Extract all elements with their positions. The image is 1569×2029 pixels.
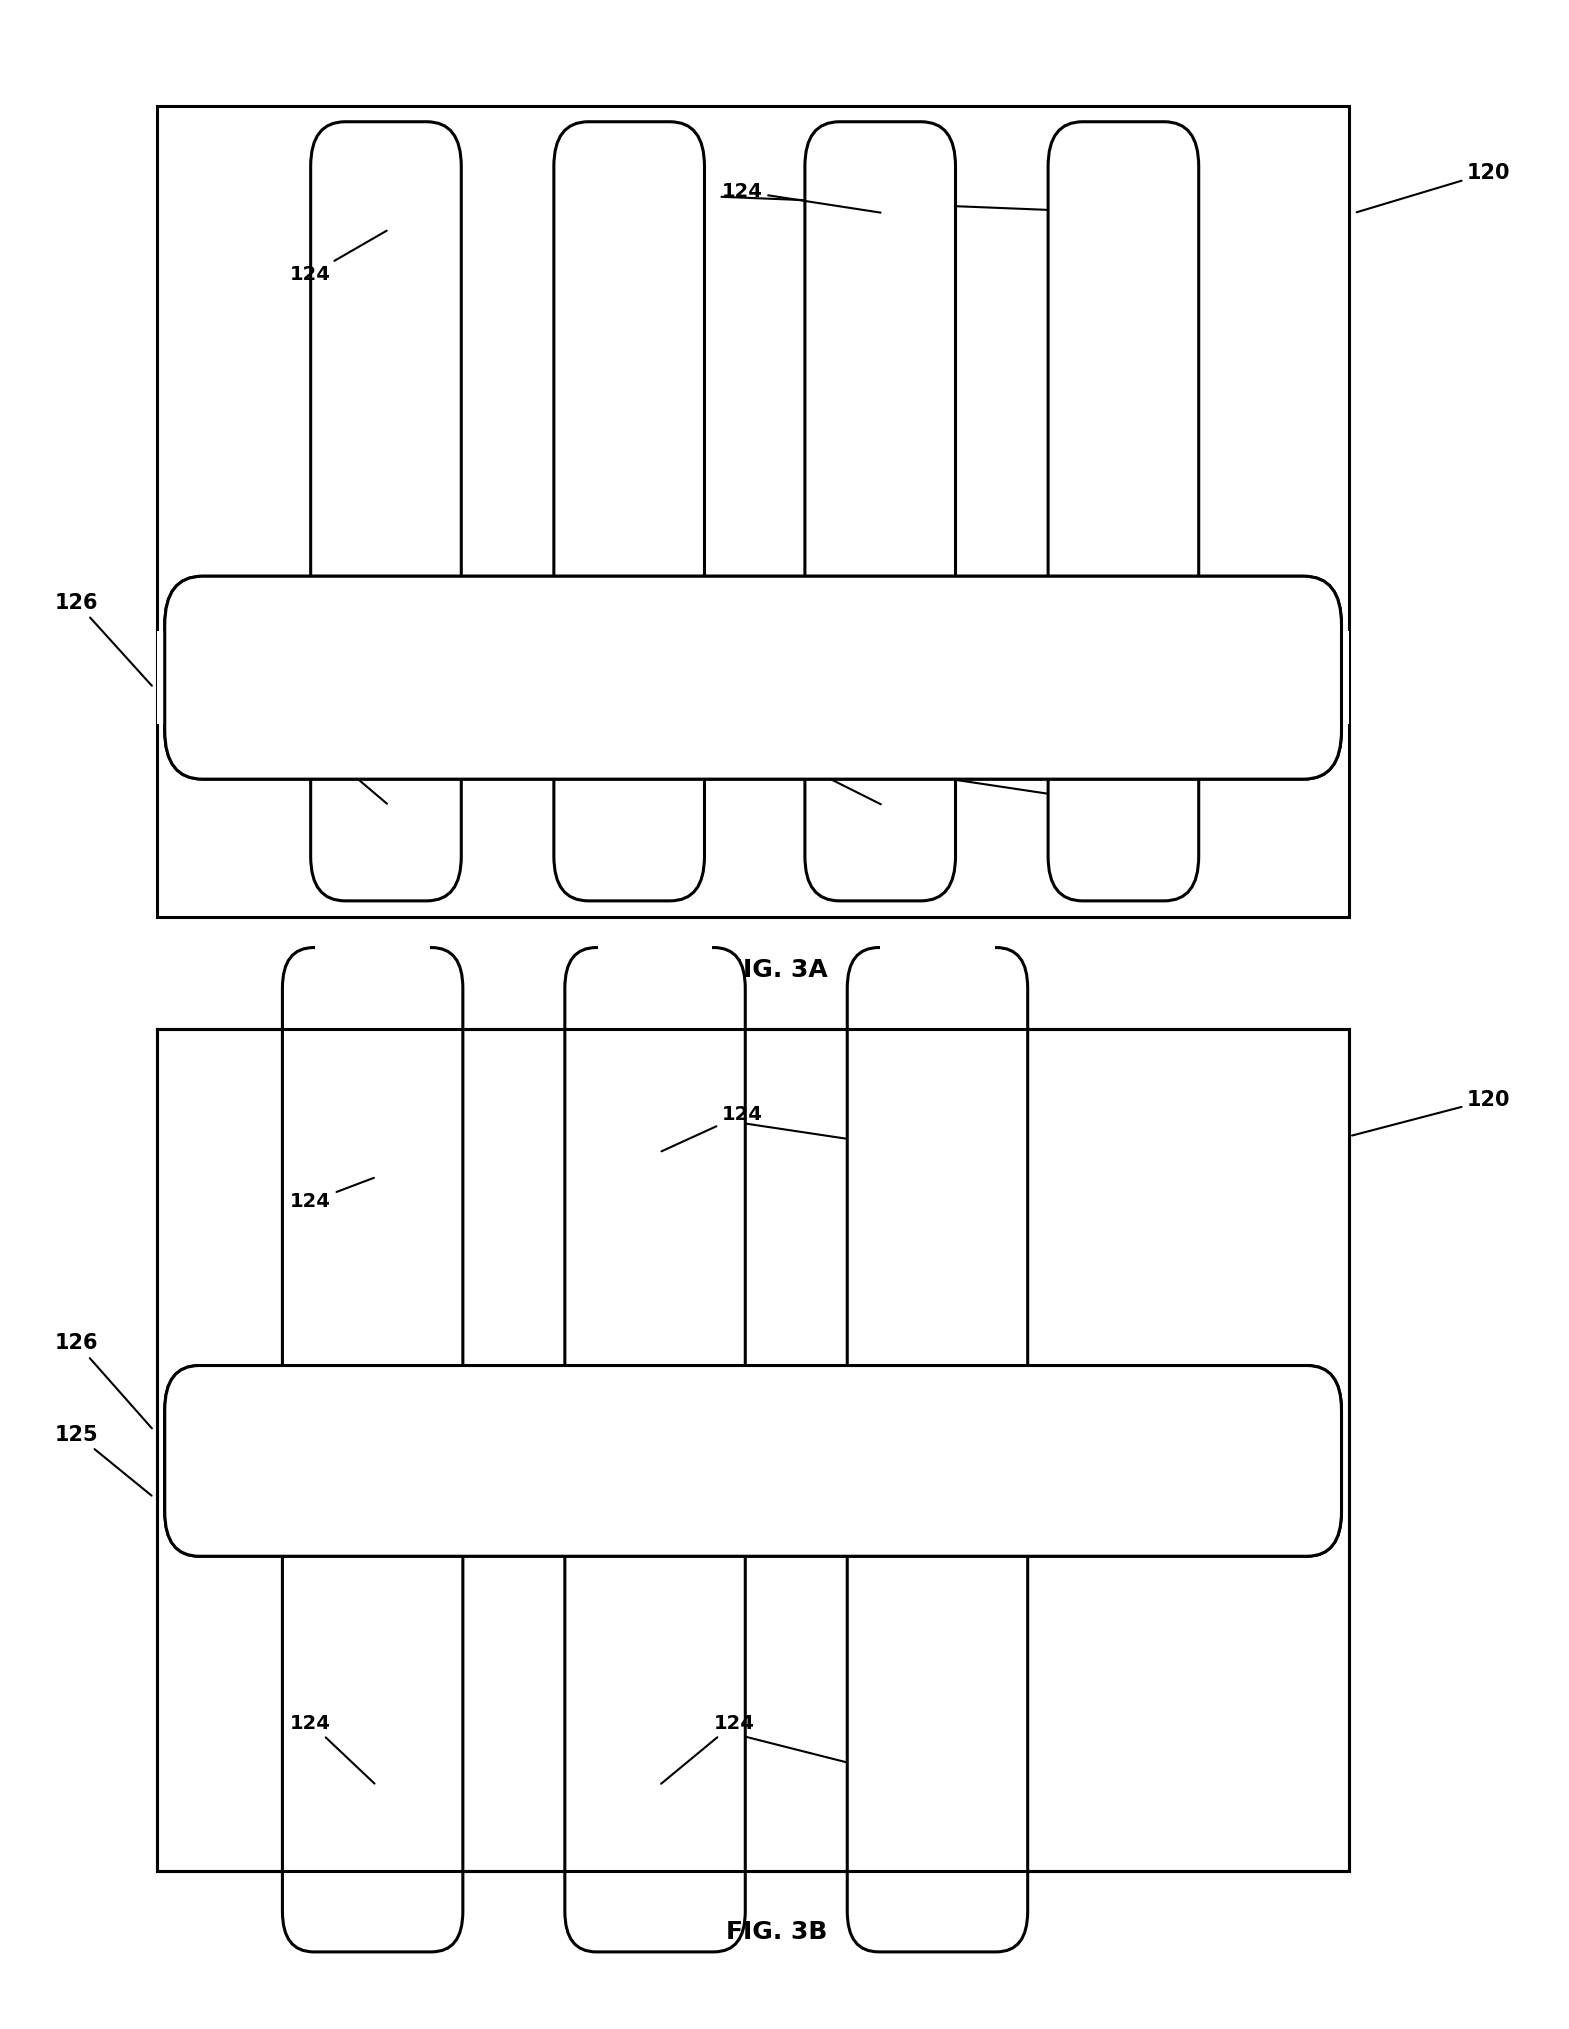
FancyBboxPatch shape — [165, 576, 1341, 779]
FancyBboxPatch shape — [805, 122, 956, 621]
Text: 120: 120 — [1357, 162, 1511, 213]
FancyBboxPatch shape — [165, 576, 1341, 779]
Bar — [157, 631, 1349, 724]
Bar — [157, 1029, 1349, 1871]
Bar — [157, 106, 1349, 917]
Text: 126: 126 — [55, 592, 152, 686]
FancyBboxPatch shape — [805, 734, 956, 901]
Bar — [315, 1850, 430, 1932]
FancyBboxPatch shape — [1048, 122, 1199, 621]
FancyBboxPatch shape — [311, 734, 461, 901]
Text: FIG. 3B: FIG. 3B — [726, 1919, 827, 1944]
Text: 125: 125 — [55, 1424, 152, 1495]
Bar — [598, 1850, 712, 1932]
Text: 124: 124 — [290, 1715, 375, 1783]
FancyBboxPatch shape — [847, 948, 1028, 1441]
FancyBboxPatch shape — [847, 1481, 1028, 1952]
Text: 126: 126 — [55, 1333, 152, 1428]
FancyBboxPatch shape — [165, 1366, 1341, 1556]
FancyBboxPatch shape — [311, 122, 461, 621]
Bar — [157, 1029, 1349, 1871]
FancyBboxPatch shape — [554, 122, 704, 621]
Text: 124: 124 — [290, 231, 386, 284]
Text: 124: 124 — [661, 1715, 755, 1783]
FancyBboxPatch shape — [165, 1366, 1341, 1556]
FancyBboxPatch shape — [554, 734, 704, 901]
FancyBboxPatch shape — [282, 948, 463, 1441]
Bar — [598, 929, 712, 1031]
FancyBboxPatch shape — [565, 1481, 745, 1952]
Text: 124: 124 — [722, 183, 880, 213]
Text: 124: 124 — [734, 732, 880, 803]
Bar — [315, 929, 430, 1031]
Text: 120: 120 — [1352, 1090, 1511, 1136]
FancyBboxPatch shape — [565, 948, 745, 1441]
Bar — [880, 1850, 995, 1932]
Text: FIG. 3A: FIG. 3A — [726, 958, 827, 982]
Text: 124: 124 — [290, 1177, 373, 1211]
FancyBboxPatch shape — [1048, 734, 1199, 901]
Bar — [880, 929, 995, 1031]
Text: 124: 124 — [286, 726, 388, 803]
FancyBboxPatch shape — [282, 1481, 463, 1952]
Text: 124: 124 — [662, 1106, 763, 1150]
